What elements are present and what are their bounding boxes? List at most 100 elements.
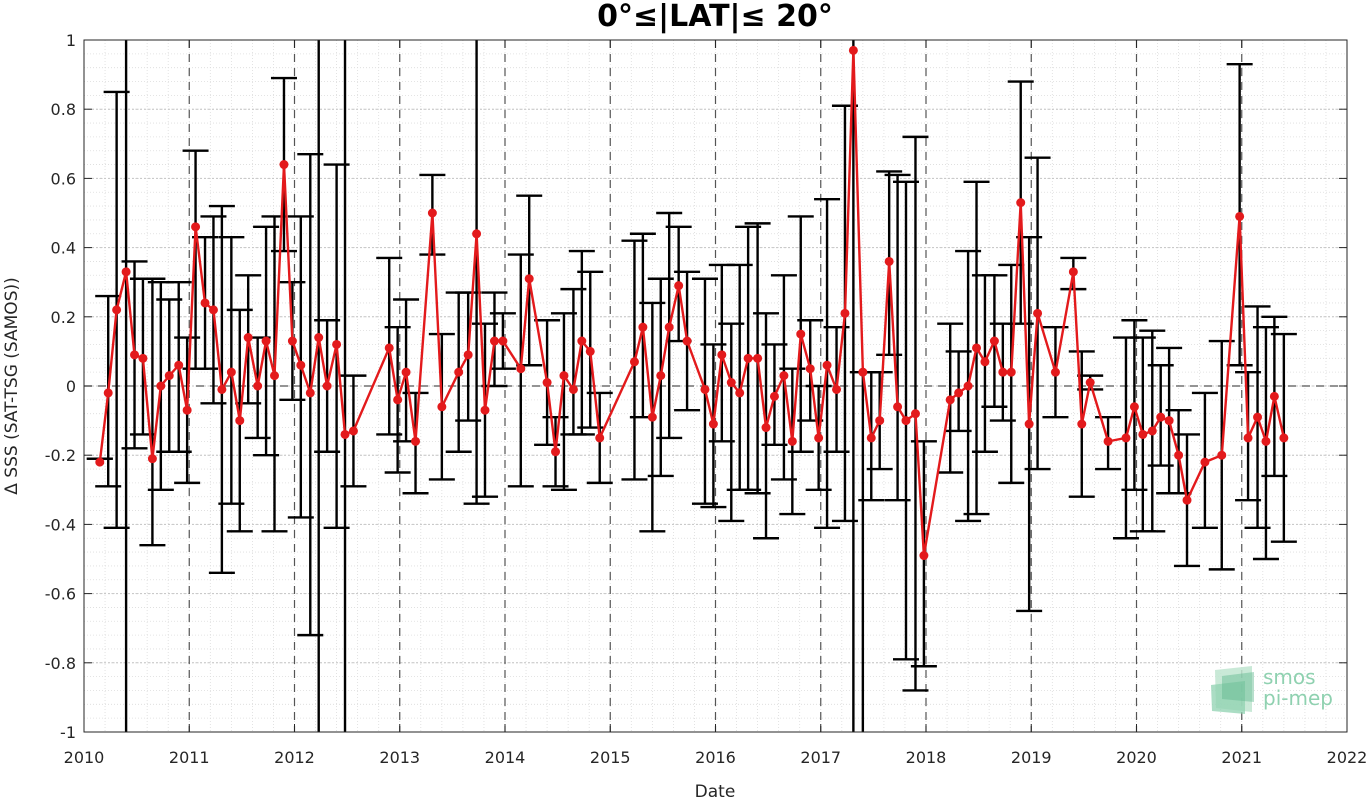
data-point <box>305 388 315 398</box>
data-point <box>787 436 797 446</box>
data-point <box>1016 198 1026 208</box>
data-point <box>945 395 955 405</box>
data-point <box>1129 402 1139 412</box>
x-tick-label: 2017 <box>800 748 841 767</box>
chart-title: 0°≤|LAT|≤ 20° <box>597 0 833 34</box>
data-point <box>524 274 534 284</box>
y-axis-ticks: -1 -0.8 -0.6 -0.4 -0.2 0 0.2 0.4 0.6 0.8 1 <box>45 31 1347 742</box>
data-point <box>1121 433 1131 443</box>
data-point <box>138 353 148 363</box>
data-point <box>384 343 394 353</box>
data-point <box>595 433 605 443</box>
data-point <box>472 229 482 239</box>
data-point <box>743 353 753 363</box>
data-point <box>585 346 595 356</box>
data-point <box>95 457 105 467</box>
data-point <box>682 336 692 346</box>
data-point <box>629 357 639 367</box>
data-point <box>121 267 131 277</box>
data-point <box>270 371 280 381</box>
y-axis-label: Δ SSS (SAT-TSG (SAMOS)) <box>2 277 22 494</box>
data-point <box>401 367 411 377</box>
data-point <box>454 367 464 377</box>
y-tick-label: -0.2 <box>45 446 76 465</box>
data-point <box>972 343 982 353</box>
y-tick-label: 0.4 <box>51 239 76 258</box>
data-point <box>840 308 850 318</box>
data-point <box>708 419 718 429</box>
data-point <box>910 409 920 419</box>
y-tick-label: 0 <box>66 377 76 396</box>
x-tick-label: 2015 <box>590 748 631 767</box>
data-point <box>340 429 350 439</box>
data-point <box>875 416 885 426</box>
x-tick-label: 2011 <box>169 748 210 767</box>
data-point <box>182 405 192 415</box>
x-axis-label: Date <box>695 782 736 799</box>
error-bar <box>463 40 490 505</box>
series-markers <box>95 45 1289 561</box>
y-tick-label: -0.6 <box>45 585 76 604</box>
y-tick-label: 0.6 <box>51 169 76 188</box>
data-point <box>1253 412 1263 422</box>
data-point <box>779 371 789 381</box>
data-point <box>1024 419 1034 429</box>
data-point <box>577 336 587 346</box>
data-point <box>1068 267 1078 277</box>
year-separators <box>188 40 1243 732</box>
data-point <box>568 384 578 394</box>
x-tick-label: 2013 <box>379 748 420 767</box>
data-point <box>427 208 437 218</box>
y-tick-label: 0.8 <box>51 100 76 119</box>
data-point <box>1050 367 1060 377</box>
data-point <box>858 367 868 377</box>
data-point <box>489 336 499 346</box>
data-point <box>516 364 526 374</box>
data-point <box>919 551 929 561</box>
data-point <box>893 402 903 412</box>
data-point <box>1243 433 1253 443</box>
data-point <box>1261 436 1271 446</box>
data-point <box>1085 378 1095 388</box>
data-point <box>156 381 166 391</box>
data-point <box>208 305 218 315</box>
data-point <box>411 436 421 446</box>
x-tick-label: 2016 <box>695 748 736 767</box>
data-point <box>664 322 674 332</box>
data-point <box>735 388 745 398</box>
logo-text-line2: pi-mep <box>1263 686 1333 710</box>
data-point <box>226 367 236 377</box>
data-point <box>112 305 122 315</box>
data-point <box>717 350 727 360</box>
data-point <box>822 360 832 370</box>
data-point <box>463 350 473 360</box>
data-point <box>348 426 358 436</box>
data-point <box>542 378 552 388</box>
data-point <box>1279 433 1289 443</box>
data-point <box>1235 211 1245 221</box>
data-point <box>1138 429 1148 439</box>
x-tick-label: 2012 <box>274 748 315 767</box>
x-tick-label: 2020 <box>1116 748 1157 767</box>
data-point <box>217 384 227 394</box>
data-point <box>989 336 999 346</box>
data-point <box>832 384 842 394</box>
data-point <box>998 367 1008 377</box>
data-point <box>437 402 447 412</box>
data-point <box>796 329 806 339</box>
data-point <box>1147 426 1157 436</box>
logo-text-line1: smos <box>1263 665 1316 689</box>
data-point <box>1200 457 1210 467</box>
data-point <box>656 371 666 381</box>
data-point <box>647 412 657 422</box>
data-point <box>296 360 306 370</box>
data-point <box>551 447 561 457</box>
data-point <box>700 384 710 394</box>
data-point <box>866 433 876 443</box>
data-point <box>848 45 858 55</box>
data-point <box>726 378 736 388</box>
data-point <box>279 160 289 170</box>
error-bar <box>139 277 166 547</box>
logo-shape-icon <box>1211 666 1254 714</box>
